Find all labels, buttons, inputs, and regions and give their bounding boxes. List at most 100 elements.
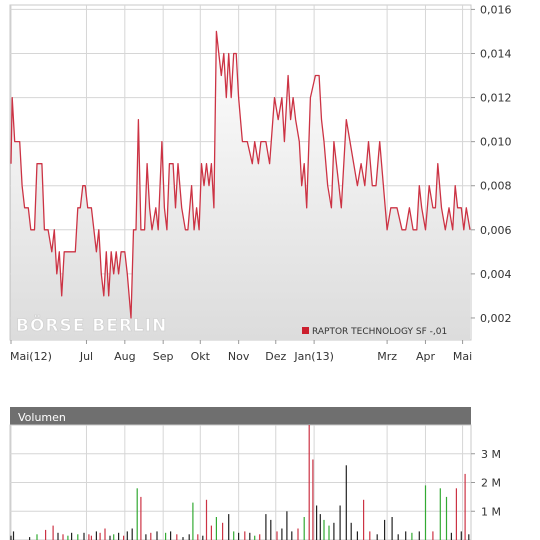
volume-bar [249,532,251,540]
volume-bar [140,496,142,540]
volume-bar [90,535,92,540]
price-y-tick-label: 0,014 [480,47,512,60]
volume-bar [391,517,393,540]
price-y-axis: 0,002 0,004 0,006 0,008 0,010 0,012 0,014 0,016 [471,3,512,325]
volume-bar [136,488,138,540]
volume-y-tick-label: 1 M [481,505,501,518]
volume-bar [265,514,267,540]
volume-bar [450,532,452,540]
volume-bar [83,532,85,540]
price-x-tick-label: Jul [79,350,93,363]
volume-bar [205,499,208,540]
volume-bar [192,502,194,540]
price-y-tick-label: 0,012 [480,92,512,105]
volume-bar [156,531,158,540]
price-x-tick-label: Nov [228,350,250,363]
price-x-tick-label: Sep [153,350,174,363]
volume-bar [222,522,224,540]
volume-title: Volumen [18,411,66,424]
volume-bar [323,519,325,540]
volume-bar [215,517,217,540]
volume-panel: Volumen 1 M 2 M 3 M [9,407,501,540]
volume-bar [363,499,365,540]
price-y-tick-label: 0,002 [480,312,512,325]
volume-bar [182,537,184,540]
volume-bar [131,528,133,540]
volume-y-tick-label: 2 M [481,477,501,490]
volume-bar [445,496,448,540]
volume-bar [411,532,413,540]
volume-bar [297,528,299,540]
price-x-axis: Mai(12) Jul Aug Sep Okt Nov Dez Jan(13) Mrz Apr Ma… [10,340,472,363]
volume-bar [170,531,172,540]
price-x-tick-label: Mrz [377,350,397,363]
price-y-tick-label: 0,006 [480,224,512,237]
volume-bar [328,525,330,540]
volume-bar [77,534,79,540]
price-series-group [10,30,471,319]
volume-bar [259,534,261,540]
volume-bar [88,534,90,540]
volume-bar [291,531,293,540]
volume-bar [45,529,47,540]
volume-bar [281,528,283,540]
volume-bar [71,532,73,540]
volume-bar [356,531,358,540]
volume-header-bar [10,407,471,425]
volume-bar [468,534,470,540]
volume-bar [126,531,128,540]
price-x-tick-label: Mai [453,350,472,363]
volume-y-axis: 1 M 2 M 3 M [471,448,501,518]
volume-bar [165,532,167,540]
volume-bar [145,534,147,540]
price-x-tick-label: Dez [265,350,286,363]
volume-bar [439,488,441,540]
legend-label: RAPTOR TECHNOLOGY SF -,01 [312,327,447,337]
volume-bar [109,535,111,540]
price-series-line [10,30,471,319]
volume-bar [384,519,386,540]
volume-bar [345,465,347,540]
volume-bar [123,535,125,540]
volume-bar [432,531,434,540]
volume-bar [95,531,97,540]
price-y-tick-label: 0,010 [480,136,512,149]
volume-bar [350,522,352,540]
price-x-tick-label: Aug [114,350,135,363]
price-x-tick-label: Jan(13) [293,350,334,363]
volume-bar [202,535,204,540]
volume-bar [12,531,15,540]
volume-bar [254,535,256,540]
volume-y-tick-label: 3 M [481,448,501,461]
volume-bar [316,505,318,540]
volume-bar [460,531,462,540]
volume-bar [244,531,246,540]
price-panel: 0,002 0,004 0,006 0,008 0,010 0,012 0,014 0,016… [9,3,512,363]
volume-bar [188,534,190,540]
volume-bar [118,532,120,540]
volume-bar [376,534,378,540]
volume-bar [52,525,54,540]
volume-bar [10,535,12,540]
volume-bar [270,519,272,540]
volume-bar [36,534,38,540]
volume-bars [10,425,470,540]
price-x-tick-label: Mai(12) [10,350,52,363]
volume-bar [57,532,59,540]
volume-bar [319,514,321,540]
volume-bar [210,525,212,540]
price-y-tick-label: 0,008 [480,180,512,193]
price-y-tick-label: 0,016 [480,3,512,16]
volume-bar [197,534,199,540]
volume-bar [286,511,288,540]
volume-bar [464,473,466,540]
volume-bar [176,534,178,540]
volume-bar [104,528,106,540]
volume-bar [113,534,115,540]
volume-bar [397,534,399,540]
price-x-tick-label: Okt [191,350,211,363]
volume-bar [67,535,69,540]
volume-bar [238,532,240,540]
volume-bar [276,531,278,540]
